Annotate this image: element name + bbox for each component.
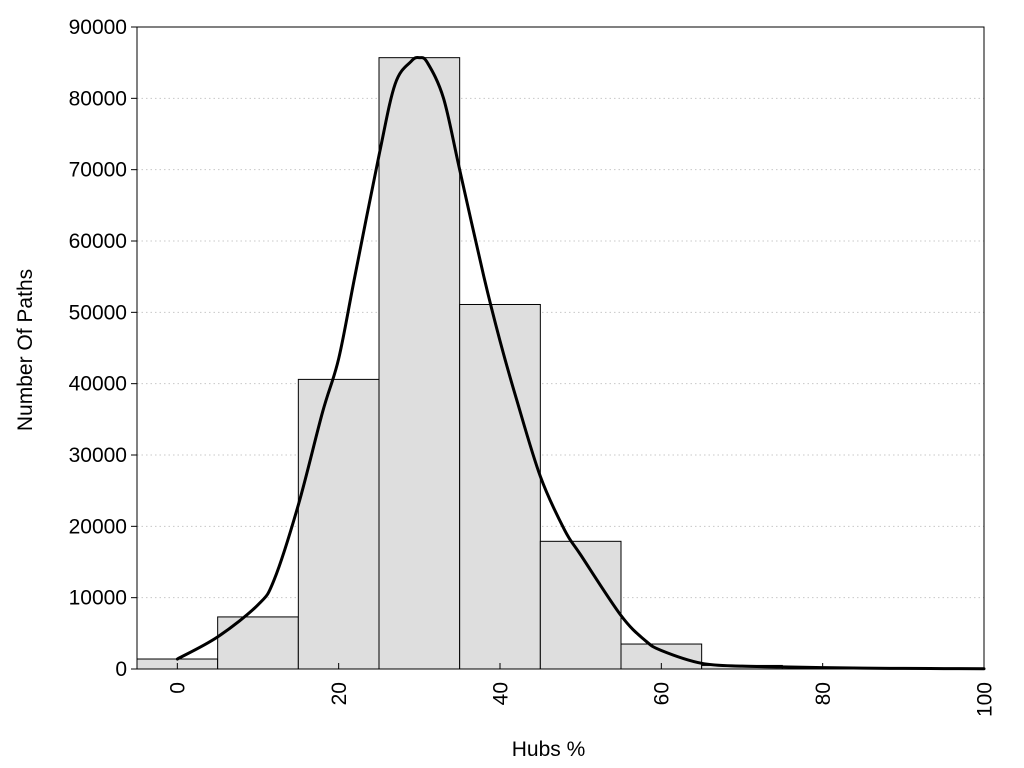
y-tick-label-4: 40000 — [69, 373, 127, 396]
y-tick-label-6: 60000 — [69, 230, 127, 253]
x-tick-label-1: 20 — [328, 682, 351, 705]
x-tick-label-0: 0 — [167, 682, 190, 694]
y-tick-label-8: 80000 — [69, 87, 127, 110]
y-tick-label-1: 10000 — [69, 587, 127, 610]
y-tick-label-3: 30000 — [69, 444, 127, 467]
density-curve-layer — [175, 56, 986, 671]
y-tick-label-9: 90000 — [69, 16, 127, 39]
histogram-bar-3 — [378, 57, 461, 670]
histogram-bars — [136, 57, 985, 670]
y-tick-label-7: 70000 — [69, 159, 127, 182]
y-axis-ticks: 0 10000 20000 30000 40000 50000 60000 70000 8000… — [69, 16, 137, 681]
histogram-bar-1 — [217, 616, 299, 670]
density-curve — [175, 56, 986, 671]
plot-frame — [136, 26, 985, 670]
y-tick-label-0: 0 — [115, 658, 127, 681]
x-tick-label-2: 40 — [489, 682, 512, 705]
histogram-bar-2 — [297, 378, 380, 670]
y-tick-label-2: 20000 — [69, 515, 127, 538]
x-tick-label-4: 80 — [812, 682, 835, 705]
x-tick-label-3: 60 — [651, 682, 674, 705]
x-axis-ticks: 0 20 40 60 80 100 — [167, 663, 996, 717]
histogram-bar-4 — [459, 303, 541, 670]
y-axis-label: Number Of Paths — [14, 269, 37, 431]
x-tick-label-5: 100 — [973, 682, 996, 717]
y-tick-label-5: 50000 — [69, 301, 127, 324]
histogram-bar-5 — [539, 540, 622, 670]
x-axis-label: Hubs % — [512, 738, 586, 761]
